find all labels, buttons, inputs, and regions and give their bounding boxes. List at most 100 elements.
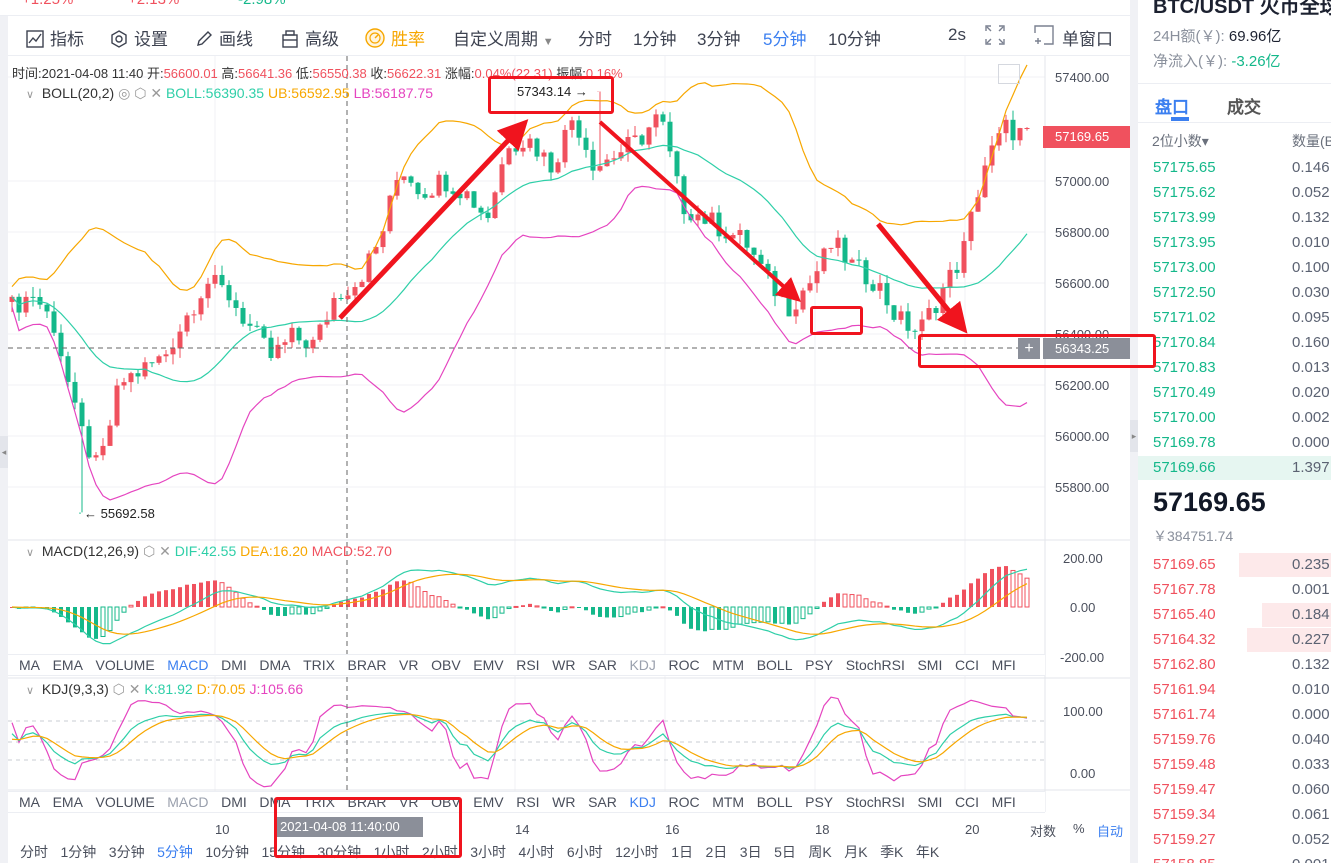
period-tab[interactable]: 月K <box>844 844 868 860</box>
indicator-tab-dmi[interactable]: DMI <box>221 657 247 673</box>
period-tab[interactable]: 季K <box>880 844 904 860</box>
eye-icon[interactable]: ◎ <box>118 85 131 101</box>
bid-row[interactable]: 57161.74 0.000 <box>1138 703 1331 727</box>
settings-button[interactable]: 设置 <box>110 25 168 50</box>
indicator-tab-mtm[interactable]: MTM <box>712 794 745 810</box>
ask-row[interactable]: 57173.95 0.010 <box>1138 231 1331 255</box>
period-tab[interactable]: 年K <box>915 844 940 860</box>
period-tab[interactable]: 分时 <box>20 844 48 860</box>
panel-divider[interactable]: ▸ <box>1130 0 1138 863</box>
add-window-icon[interactable] <box>1034 25 1054 50</box>
collapse-chevron-icon[interactable]: ∨ <box>26 685 35 697</box>
indicator-tab-emv[interactable]: EMV <box>473 794 504 810</box>
indicator-tab-mfi[interactable]: MFI <box>991 657 1016 673</box>
bid-row[interactable]: 57162.80 0.132 <box>1138 653 1331 677</box>
period-10m[interactable]: 10分钟 <box>828 30 881 49</box>
indicator-tab-kdj[interactable]: KDJ <box>629 657 656 673</box>
indicator-tab-mtm[interactable]: MTM <box>712 657 745 673</box>
refresh-interval[interactable]: 2s <box>948 25 966 44</box>
indicator-tab-trix[interactable]: TRIX <box>303 657 335 673</box>
indicator-tab-cci[interactable]: CCI <box>954 794 980 810</box>
indicator-tab-volume[interactable]: VOLUME <box>95 794 155 810</box>
indicator-tab-psy[interactable]: PSY <box>805 794 834 810</box>
indicator-tab-vr[interactable]: VR <box>399 657 419 673</box>
period-tab[interactable]: 4小时 <box>518 844 555 860</box>
percent-scale-toggle[interactable]: % <box>1073 821 1085 836</box>
period-tab[interactable]: 1分钟 <box>60 844 97 860</box>
indicator-tab-ema[interactable]: EMA <box>52 657 83 673</box>
ask-row[interactable]: 57170.00 0.002 <box>1138 406 1331 430</box>
period-tab[interactable]: 周K <box>808 844 832 860</box>
indicator-tab-sar[interactable]: SAR <box>588 657 617 673</box>
indicator-tab-wr[interactable]: WR <box>552 794 576 810</box>
indicator-tab-ma[interactable]: MA <box>19 794 40 810</box>
period-tab[interactable]: 5日 <box>774 844 796 860</box>
bid-row[interactable]: 57159.48 0.033 <box>1138 753 1331 777</box>
settings-icon[interactable]: ⬡ <box>112 681 125 697</box>
ask-row[interactable]: 57175.62 0.052 <box>1138 181 1331 205</box>
collapse-chevron-icon[interactable]: ∨ <box>26 89 35 101</box>
indicator-tab-dma[interactable]: DMA <box>259 657 291 673</box>
window-mode-dropdown[interactable]: 单窗口 <box>1062 30 1113 49</box>
fullscreen-icon[interactable] <box>985 25 1005 50</box>
indicator-tab-dmi[interactable]: DMI <box>221 794 247 810</box>
period-tab[interactable]: 6小时 <box>566 844 603 860</box>
indicator-tab-smi[interactable]: SMI <box>917 794 943 810</box>
period-1m[interactable]: 1分钟 <box>633 30 677 49</box>
ask-row[interactable]: 57170.84 0.160 <box>1138 331 1331 355</box>
period-tab[interactable]: 12小时 <box>615 844 659 860</box>
expand-pane-icon[interactable] <box>998 64 1020 84</box>
collapse-chevron-icon[interactable]: ∨ <box>26 547 35 559</box>
tab-trades[interactable]: 成交 <box>1227 98 1261 117</box>
settings-icon[interactable]: ⬡ <box>134 85 147 101</box>
indicator-tab-ma[interactable]: MA <box>19 657 40 673</box>
indicator-tab-rsi[interactable]: RSI <box>516 657 540 673</box>
indicator-tab-obv[interactable]: OBV <box>431 657 461 673</box>
chart-canvas[interactable] <box>8 56 1130 812</box>
indicator-tab-smi[interactable]: SMI <box>917 657 943 673</box>
bid-row[interactable]: 57167.78 0.001 <box>1138 578 1331 602</box>
ask-row[interactable]: 57169.66 1.397 <box>1138 456 1331 480</box>
indicator-tab-stochrsi[interactable]: StochRSI <box>845 657 905 673</box>
period-tab[interactable]: 10分钟 <box>205 844 249 860</box>
left-collapse-strip[interactable]: ◂ <box>0 16 8 863</box>
indicator-tab-sar[interactable]: SAR <box>588 794 617 810</box>
ask-row[interactable]: 57169.78 0.000 <box>1138 431 1331 455</box>
indicator-tab-macd[interactable]: MACD <box>167 794 209 810</box>
indicator-tab-psy[interactable]: PSY <box>805 657 834 673</box>
ask-row[interactable]: 57173.00 0.100 <box>1138 256 1331 280</box>
period-tab[interactable]: 2日 <box>705 844 728 860</box>
indicator-tab-emv[interactable]: EMV <box>473 657 504 673</box>
indicator-tab-volume[interactable]: VOLUME <box>95 657 155 673</box>
bid-row[interactable]: 57161.94 0.010 <box>1138 678 1331 702</box>
indicator-tab-macd[interactable]: MACD <box>167 657 209 673</box>
indicators-button[interactable]: 指标 <box>26 25 84 50</box>
bid-row[interactable]: 57159.34 0.061 <box>1138 803 1331 827</box>
advanced-button[interactable]: 高级 <box>281 25 339 50</box>
collapse-left-icon[interactable]: ◂ <box>0 436 8 468</box>
auto-scale-toggle[interactable]: 自动 <box>1097 824 1124 839</box>
bid-row[interactable]: 57159.47 0.060 <box>1138 778 1331 802</box>
period-tab[interactable]: 5分钟 <box>157 844 193 860</box>
indicator-tab-roc[interactable]: ROC <box>668 794 700 810</box>
period-tab[interactable]: 3小时 <box>470 844 507 860</box>
tab-orderbook[interactable]: 盘口 <box>1155 98 1189 117</box>
ask-row[interactable]: 57170.49 0.020 <box>1138 381 1331 405</box>
indicator-tab-roc[interactable]: ROC <box>668 657 700 673</box>
indicator-tab-brar[interactable]: BRAR <box>347 657 387 673</box>
close-icon[interactable]: ✕ <box>150 85 163 101</box>
ask-row[interactable]: 57173.99 0.132 <box>1138 206 1331 230</box>
indicator-tab-rsi[interactable]: RSI <box>516 794 540 810</box>
add-alert-plus-button[interactable]: + <box>1018 338 1040 359</box>
close-icon[interactable]: ✕ <box>128 681 141 697</box>
period-tab[interactable]: 1日 <box>671 844 693 860</box>
draw-button[interactable]: 画线 <box>195 25 253 50</box>
bid-row[interactable]: 57159.76 0.040 <box>1138 728 1331 752</box>
ask-row[interactable]: 57170.83 0.013 <box>1138 356 1331 380</box>
indicator-tab-kdj[interactable]: KDJ <box>629 794 656 810</box>
bid-row[interactable]: 57165.40 0.184 <box>1138 603 1331 627</box>
indicator-tab-ema[interactable]: EMA <box>52 794 83 810</box>
settings-icon[interactable]: ⬡ <box>143 543 156 559</box>
period-5m[interactable]: 5分钟 <box>763 30 807 49</box>
winrate-button[interactable]: 胜率 <box>365 25 425 50</box>
